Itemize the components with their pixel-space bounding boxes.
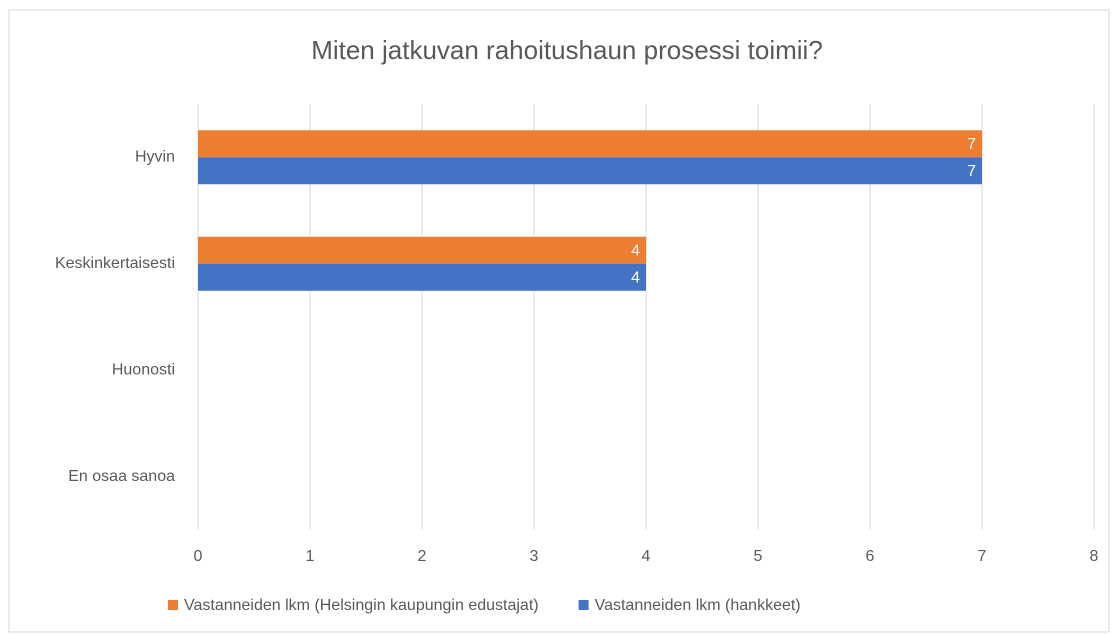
bar xyxy=(198,263,646,291)
x-tick-label: 3 xyxy=(530,548,539,565)
value-label: 7 xyxy=(967,163,976,180)
y-tick-label: Hyvin xyxy=(135,148,175,165)
legend-label: Vastanneiden lkm (Helsingin kaupungin ed… xyxy=(184,597,539,614)
chart-frame xyxy=(8,9,1110,633)
x-tick-label: 1 xyxy=(306,548,315,565)
legend-swatch xyxy=(578,600,589,610)
x-tick-label: 4 xyxy=(642,548,651,565)
bar xyxy=(198,130,982,158)
legend-swatch xyxy=(168,600,178,610)
x-tick-label: 6 xyxy=(866,548,875,565)
value-label: 4 xyxy=(631,242,640,259)
x-tick-label: 7 xyxy=(978,548,987,565)
value-label: 4 xyxy=(631,269,640,286)
x-tick-label: 8 xyxy=(1090,548,1099,565)
value-label: 7 xyxy=(967,136,976,153)
legend-label: Vastanneiden lkm (hankkeet) xyxy=(595,597,801,614)
bar xyxy=(198,157,982,185)
bar xyxy=(198,236,646,264)
x-tick-label: 0 xyxy=(194,548,203,565)
y-tick-label: En osaa sanoa xyxy=(68,468,175,485)
x-tick-label: 5 xyxy=(754,548,763,565)
y-tick-label: Huonosti xyxy=(112,361,175,378)
y-tick-label: Keskinkertaisesti xyxy=(55,255,175,272)
chart-title: Miten jatkuvan rahoitushaun prosessi toi… xyxy=(311,35,823,65)
x-tick-label: 2 xyxy=(418,548,427,565)
